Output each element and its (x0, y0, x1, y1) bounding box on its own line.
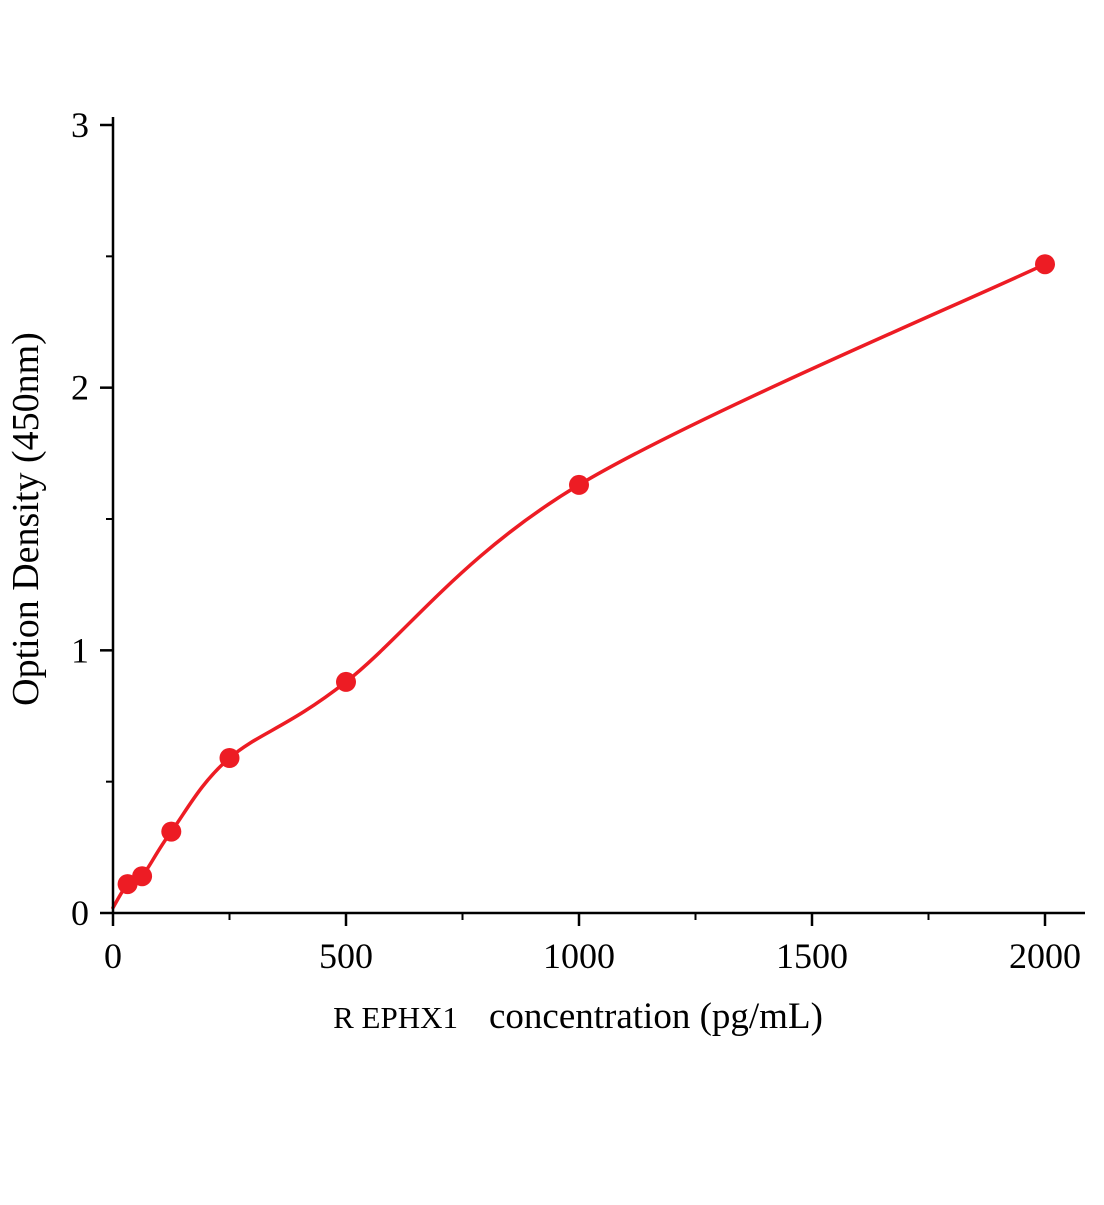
x-tick-label: 500 (319, 936, 373, 976)
data-point (336, 671, 356, 692)
axes (111, 117, 1085, 915)
x-axis-title: R EPHX1 concentration (pg/mL) (333, 996, 823, 1037)
data-points (117, 254, 1055, 895)
y-axis-title: Option Density (450nm) (5, 332, 47, 706)
data-point (1035, 254, 1055, 275)
y-tick-label: 3 (71, 105, 89, 145)
fit-curve (111, 262, 1047, 910)
data-point (569, 474, 589, 495)
x-tick-label: 1500 (776, 936, 848, 976)
x-axis-title-prefix: R EPHX1 (333, 1000, 489, 1035)
x-tick-label: 1000 (543, 936, 615, 976)
x-tick-label: 2000 (1009, 936, 1081, 976)
x-axis-title-main: concentration (pg/mL) (489, 996, 823, 1037)
ticks: 0 500 1000 1500 2000 0 1 2 3 (71, 105, 1081, 976)
y-tick-label: 2 (71, 368, 89, 408)
x-tick-label: 0 (104, 936, 122, 976)
y-tick-label: 0 (71, 893, 89, 933)
y-tick-label: 1 (71, 630, 89, 670)
data-point (219, 748, 240, 768)
data-point (161, 821, 182, 842)
data-point (132, 866, 153, 887)
